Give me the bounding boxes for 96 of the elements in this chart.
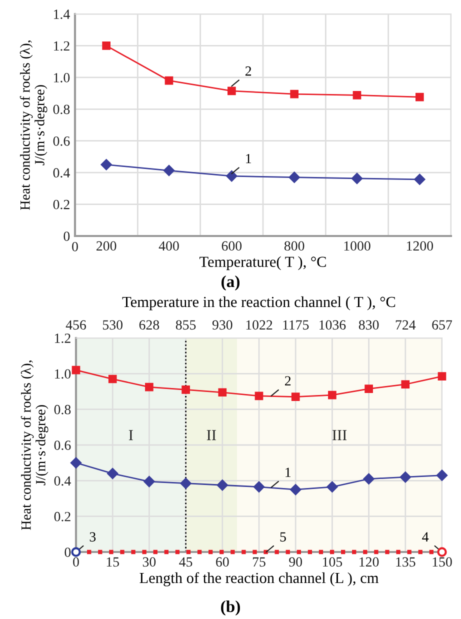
text: (a) <box>222 275 240 291</box>
point <box>182 386 190 394</box>
band-label: II <box>206 430 216 440</box>
x-tick-label: 1000 <box>344 241 370 251</box>
point <box>100 159 112 170</box>
point <box>106 468 118 480</box>
x-tick-label: 0 <box>73 557 79 567</box>
point <box>416 92 424 102</box>
band-label: I <box>128 430 133 440</box>
x-tick-label: 150 <box>432 557 452 567</box>
x-tick-label: 120 <box>360 557 379 567</box>
y-tick-label: 1.0 <box>54 73 70 82</box>
y-tick-label: 1.2 <box>54 41 70 51</box>
point <box>328 390 336 400</box>
y-tick-label: 0 <box>64 548 71 557</box>
text: 1036 <box>320 320 346 330</box>
point <box>102 42 110 50</box>
point <box>288 172 300 183</box>
point <box>351 172 363 184</box>
point <box>72 366 80 374</box>
point <box>401 380 410 389</box>
annotation: 4 <box>422 532 429 542</box>
x-axis-title: Temperature( T ), °C <box>200 256 326 270</box>
point <box>144 476 155 488</box>
annotation: 1 <box>286 468 291 477</box>
y-tick-label: 0.6 <box>53 136 70 146</box>
point <box>164 76 174 85</box>
point <box>226 170 238 182</box>
point <box>108 374 117 384</box>
x-tick-label: 200 <box>96 241 116 251</box>
y-tick-label: 1.0 <box>55 369 71 379</box>
x2-axis-title: Temperature in the reaction channel ( T ), °C <box>122 296 396 310</box>
annotation: 2 <box>285 376 291 386</box>
x-tick-label: 90 <box>289 557 302 567</box>
point <box>438 372 446 381</box>
x-tick-label: 800 <box>284 241 304 251</box>
y-axis-title: Heat conductivity of rocks (λ), J/(m·s·degree) <box>20 360 48 530</box>
text: 855 <box>176 320 196 330</box>
annotation: 3 <box>90 532 96 542</box>
text: 930 <box>212 320 232 330</box>
text: 456 <box>66 320 86 330</box>
point <box>290 90 298 98</box>
x-tick-label: 600 <box>222 241 242 251</box>
text: (b) <box>221 600 240 616</box>
y-tick-label: 0.4 <box>54 476 71 486</box>
x-tick-label: 15 <box>106 557 119 567</box>
text: 1175 <box>283 320 309 330</box>
y-tick-label: 0.2 <box>54 512 70 522</box>
band-label: III <box>332 430 347 440</box>
x-tick-label: 60 <box>216 557 229 567</box>
y-axis-title: Heat conductivity of rocks (λ), J/(m·s·degree) <box>20 40 48 210</box>
point <box>180 478 192 489</box>
point <box>218 388 227 397</box>
x-tick-label: 105 <box>323 557 342 567</box>
point <box>437 547 447 557</box>
y-tick-label: 1.2 <box>55 334 70 344</box>
y-tick-label: 0.2 <box>53 200 70 210</box>
x-axis-title: Length of the reaction channel (L ), cm <box>140 572 379 586</box>
point <box>414 174 426 185</box>
annotation: 1 <box>246 154 251 164</box>
point <box>145 382 154 392</box>
point <box>228 86 236 96</box>
point <box>436 470 448 481</box>
x-tick-label: 45 <box>179 557 192 567</box>
text: 830 <box>358 320 379 330</box>
text: 657 <box>432 320 452 330</box>
point <box>352 91 362 100</box>
point <box>364 384 373 393</box>
point <box>291 392 300 402</box>
point <box>253 481 265 493</box>
point <box>400 471 412 483</box>
annotation: 2 <box>245 66 252 76</box>
y-tick-label: 0.8 <box>54 404 71 414</box>
y-tick-label: 0.8 <box>53 104 70 114</box>
text: 530 <box>102 320 122 330</box>
y-tick-label: 1.4 <box>54 10 70 20</box>
text: 724 <box>396 320 416 330</box>
x-tick-label: 400 <box>158 241 179 251</box>
point <box>290 484 302 496</box>
y-tick-label: 0.4 <box>53 168 70 178</box>
x-tick-label: 75 <box>252 557 266 567</box>
text: 628 <box>139 320 160 330</box>
x-tick-label: 30 <box>142 557 156 567</box>
annotation: 5 <box>280 532 286 542</box>
point <box>71 547 81 557</box>
y-tick-label: 0.6 <box>54 440 71 450</box>
x-tick-label: 1200 <box>407 241 434 251</box>
point <box>163 164 175 176</box>
text: 1022 <box>246 320 272 330</box>
y-tick-label: 0 <box>64 232 70 241</box>
point <box>254 392 264 400</box>
point <box>326 481 338 493</box>
point <box>216 480 228 491</box>
point <box>363 473 374 484</box>
point <box>70 457 82 468</box>
x-tick-label: 135 <box>396 557 416 567</box>
